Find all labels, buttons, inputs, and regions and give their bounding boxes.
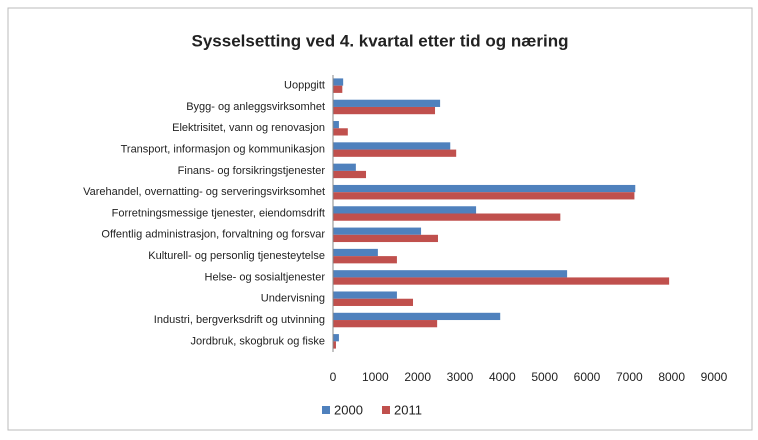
bar [333,227,422,235]
bar [333,248,378,257]
bar [333,270,568,278]
x-tick-label: 5000 [531,370,558,384]
x-tick-label: 1000 [362,370,389,384]
y-tick-label: Elektrisitet, vann og renovasjon [172,122,325,134]
bar [333,334,339,342]
x-tick-label: 0 [330,370,337,384]
chart-title: Sysselsetting ved 4. kvartal etter tid o… [192,31,569,50]
x-tick-label: 4000 [489,370,516,384]
x-tick-label: 8000 [658,370,685,384]
y-tick-label: Forretningsmessige tjenester, eiendomsdr… [112,207,325,219]
bar [333,291,397,299]
x-tick-label: 3000 [447,370,474,384]
y-tick-label: Kulturell- og personlig tjenesteytelse [148,250,325,262]
legend-swatch [382,406,390,414]
bar [333,256,397,264]
bar [333,320,438,328]
x-tick-label: 2000 [404,370,431,384]
bar [333,213,561,221]
bar [333,184,636,193]
y-tick-label: Bygg- og anleggsvirksomhet [186,101,325,113]
y-tick-label: Offentlig administrasjon, forvaltning og… [101,229,325,241]
bar [333,128,348,136]
bar [333,234,438,243]
bar [333,341,336,349]
bar [333,163,356,171]
y-tick-label: Undervisning [261,293,325,305]
y-tick-label: Finans- og forsikringstjenester [178,165,326,177]
bar [333,277,670,285]
bar [333,78,344,86]
bar [333,312,501,321]
bar [333,149,457,157]
y-tick-label: Industri, bergverksdrift og utvinning [154,314,325,326]
bar [333,192,635,200]
bar [333,206,477,214]
y-tick-label: Uoppgitt [284,80,325,92]
x-tick-label: 6000 [574,370,601,384]
bar [333,106,436,115]
y-tick-label: Jordbruk, skogbruk og fiske [190,335,325,347]
bar [333,121,339,129]
bar [333,170,367,179]
bar [333,142,451,150]
x-tick-label: 7000 [616,370,643,384]
legend-label: 2011 [394,402,422,417]
legend-swatch [322,406,330,414]
bar [333,99,441,107]
legend-label: 2000 [334,402,363,417]
bar [333,85,343,93]
x-tick-label: 9000 [701,370,728,384]
y-tick-label: Helse- og sosialtjenester [205,271,326,283]
bar [333,298,414,306]
y-tick-label: Varehandel, overnatting- og serveringsvi… [83,186,325,198]
y-tick-label: Transport, informasjon og kommunikasjon [121,143,325,155]
